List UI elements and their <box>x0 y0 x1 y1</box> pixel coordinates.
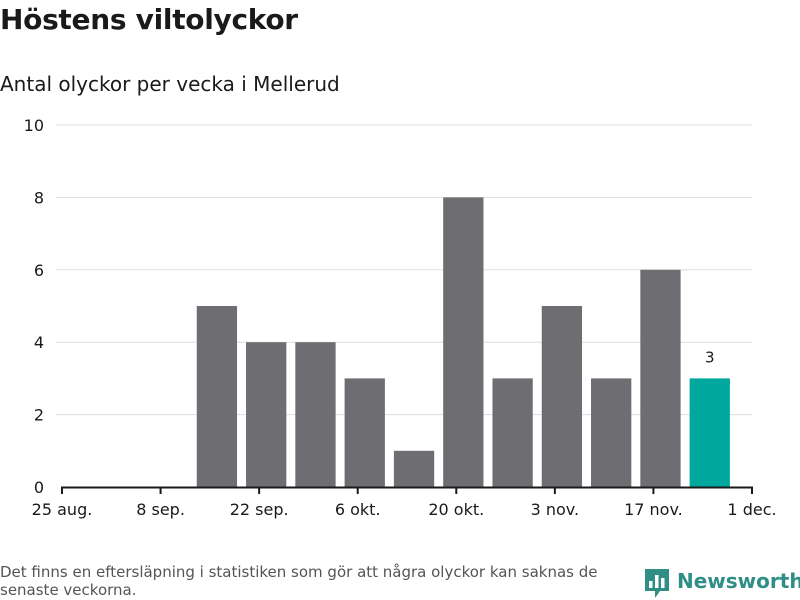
x-tick-label: 8 sep. <box>136 500 185 519</box>
x-tick-label: 3 nov. <box>531 500 580 519</box>
y-tick-label: 2 <box>34 406 44 425</box>
bars: 3 <box>196 197 730 487</box>
x-axis: 25 aug. 8 sep. 22 sep. 6 okt. 20 okt. 3 nov. 1… <box>32 486 777 519</box>
y-axis-labels: 0 2 4 6 8 10 <box>24 116 44 497</box>
x-tick-label: 1 dec. <box>727 500 776 519</box>
gridlines <box>56 124 752 416</box>
footnote: Det finns en eftersläpning i statistiken… <box>0 563 598 599</box>
bar-2024-10-28 <box>492 378 533 487</box>
x-tick-label: 20 okt. <box>428 500 484 519</box>
logo-text: Newsworthy <box>677 569 800 593</box>
chart-title: Höstens viltolyckor <box>0 3 298 36</box>
chart-subtitle: Antal olyckor per vecka i Mellerud <box>0 72 340 96</box>
bar-2024-11-18 <box>640 269 681 487</box>
bar-2024-09-23 <box>246 342 287 487</box>
y-tick-label: 8 <box>34 188 44 207</box>
x-tick-label: 22 sep. <box>230 500 289 519</box>
bar-chart: 0 2 4 6 8 10 3 25 aug. 8 sep. 22 sep. 6 okt. 20 o… <box>24 116 777 519</box>
x-tick-label: 17 nov. <box>624 500 683 519</box>
bar-2024-11-25 <box>689 378 730 487</box>
x-tick-label: 25 aug. <box>32 500 93 519</box>
y-tick-label: 0 <box>34 478 44 497</box>
bar-2024-11-11 <box>591 378 632 487</box>
bar-2024-11-04 <box>541 306 583 487</box>
bar-data-label: 3 <box>705 348 715 366</box>
y-tick-label: 10 <box>24 116 44 135</box>
newsworthy-logo: Newsworthy <box>644 568 800 600</box>
y-tick-label: 6 <box>34 261 44 280</box>
x-tick-label: 6 okt. <box>335 500 381 519</box>
bar-2024-09-16 <box>196 306 238 487</box>
newsworthy-chart-icon <box>645 569 669 598</box>
y-tick-label: 4 <box>34 333 44 352</box>
bar-2024-09-30 <box>295 342 336 487</box>
bar-2024-10-14 <box>393 450 435 487</box>
bar-2024-10-07 <box>344 378 385 487</box>
bar-2024-10-21 <box>443 197 484 487</box>
